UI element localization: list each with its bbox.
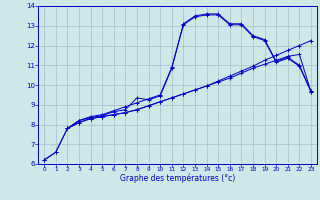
X-axis label: Graphe des températures (°c): Graphe des températures (°c) — [120, 174, 235, 183]
